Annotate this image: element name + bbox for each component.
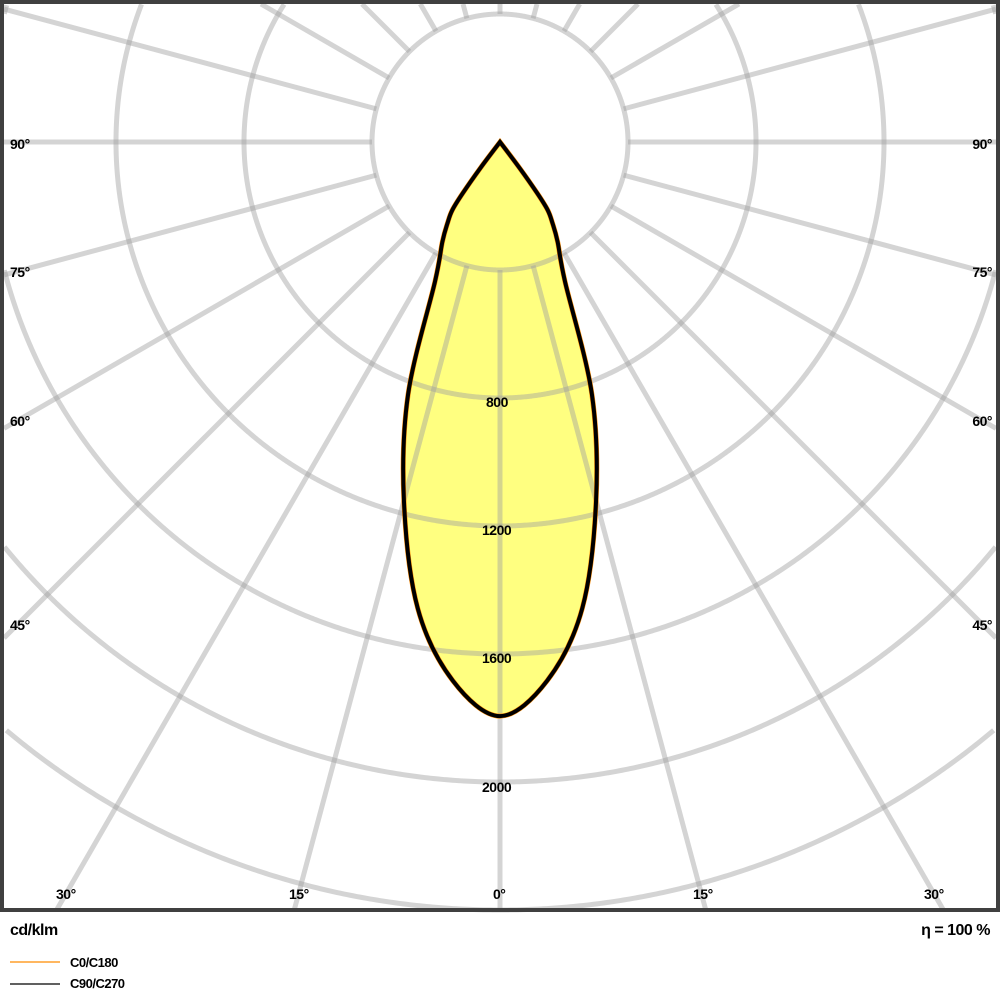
intensity-fill — [403, 142, 597, 717]
radial-gridline — [460, 3, 470, 20]
radial-gridline — [622, 172, 997, 278]
angle-label-90-left: 90° — [10, 136, 30, 152]
radial-gridline — [609, 203, 998, 431]
radial-gridline — [622, 6, 997, 112]
legend-label-c0: C0/C180 — [70, 955, 118, 970]
radial-gridline — [2, 203, 391, 431]
angle-label-30-left: 30° — [56, 886, 76, 902]
radial-gridline — [561, 251, 946, 912]
ring-gridline — [4, 728, 996, 913]
radial-gridline — [530, 264, 709, 911]
legend-label-c90: C90/C270 — [70, 976, 125, 991]
radial-gridline — [259, 1, 391, 81]
radial-gridline — [588, 2, 640, 54]
angle-label-0: 0° — [493, 886, 506, 902]
radial-gridline — [530, 3, 540, 20]
angle-label-90-right: 90° — [972, 136, 992, 152]
radial-gridline — [588, 230, 998, 640]
radial-label-1200: 1200 — [482, 522, 512, 538]
angle-label-45-right: 45° — [972, 617, 992, 633]
angle-label-60-left: 60° — [10, 413, 30, 429]
radial-label-2000: 2000 — [482, 779, 512, 795]
ring-gridline — [2, 545, 998, 785]
radial-gridline — [3, 6, 378, 112]
unit-label: cd/klm — [10, 922, 58, 939]
radial-label-1600: 1600 — [482, 650, 512, 666]
radial-gridline — [561, 2, 582, 33]
angle-label-60-right: 60° — [972, 413, 992, 429]
ring-gridline — [369, 11, 631, 273]
angle-label-30-right: 30° — [924, 886, 944, 902]
angle-label-15-right: 15° — [693, 886, 713, 902]
series-c90-c270 — [401, 138, 599, 719]
ring-gridline — [1, 4, 999, 657]
efficiency-label: η = 100 % — [921, 922, 990, 939]
radial-label-800: 800 — [486, 394, 508, 410]
radial-gridline — [418, 2, 439, 33]
radial-gridline — [54, 251, 439, 912]
radial-gridline — [3, 172, 378, 278]
angle-label-45-left: 45° — [10, 617, 30, 633]
radial-gridline — [609, 1, 741, 81]
radial-gridline — [360, 2, 412, 54]
angle-label-75-left: 75° — [10, 264, 30, 280]
plot-frame — [0, 0, 1000, 912]
radial-gridline — [2, 230, 412, 640]
ring-gridline — [113, 3, 887, 529]
angle-label-15-left: 15° — [289, 886, 309, 902]
radial-gridline — [291, 264, 470, 911]
angle-label-75-right: 75° — [972, 264, 992, 280]
